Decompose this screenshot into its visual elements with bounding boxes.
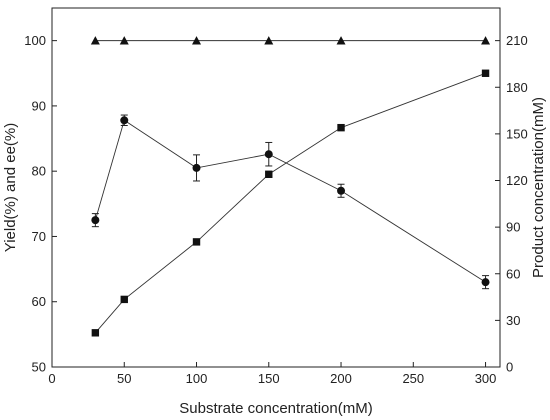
y-left-tick-label: 60 [32,294,46,309]
y-left-tick-label: 100 [24,33,46,48]
y-right-tick-label: 180 [506,80,528,95]
series-line-circle [94,119,486,283]
y-left-tick-label: 70 [32,229,46,244]
y-left-axis-title: Yield(%) and ee(%) [2,123,19,253]
data-point-square [192,238,201,246]
axes [51,7,501,368]
data-point-triangle [336,36,346,45]
data-point-square [120,295,128,304]
series-square [91,69,490,337]
y-right-axis-title: Product concentration(mM) [530,97,547,278]
y-right-tick-label: 210 [506,33,528,48]
data-point-circle [91,216,100,225]
data-point-circle [337,186,346,195]
data-point-circle [481,278,490,287]
x-tick-label: 0 [48,371,55,386]
y-left-tick-label: 80 [32,164,46,179]
data-point-triangle [90,36,100,45]
x-tick-label: 100 [186,371,208,386]
data-point-circle [264,150,273,159]
y-right-tick-label: 30 [506,313,520,328]
series-circle [91,114,490,290]
y-right-tick-label: 120 [506,173,528,188]
x-tick-label: 150 [258,371,280,386]
data-point-circle [192,163,201,172]
y-left-tick-label: 50 [32,360,46,375]
y-right-tick-label: 0 [506,360,513,375]
plot-frame [51,7,501,368]
data-point-square [481,69,490,77]
series-triangle [90,36,491,45]
series-layer [90,36,491,337]
y-right-tick-label: 90 [506,220,520,235]
data-point-circle [120,116,129,125]
y-right-tick-label: 60 [506,266,520,281]
data-point-triangle [192,36,202,45]
x-axis-title: Substrate concentration(mM) [179,400,372,417]
x-tick-label: 200 [330,371,352,386]
x-tick-label: 50 [117,371,131,386]
data-point-triangle [119,36,129,45]
y-right-tick-label: 150 [506,126,528,141]
data-point-square [337,123,345,132]
data-point-triangle [481,36,491,45]
y-left-tick-label: 90 [32,98,46,113]
data-point-triangle [264,36,274,45]
x-tick-label: 300 [475,371,497,386]
ticks: 0 50 100 150 200 250 3005060708090100030609012… [24,33,527,386]
series-line-square [95,72,486,334]
x-tick-label: 250 [402,371,424,386]
data-point-square [91,329,100,337]
data-point-square [265,170,273,178]
